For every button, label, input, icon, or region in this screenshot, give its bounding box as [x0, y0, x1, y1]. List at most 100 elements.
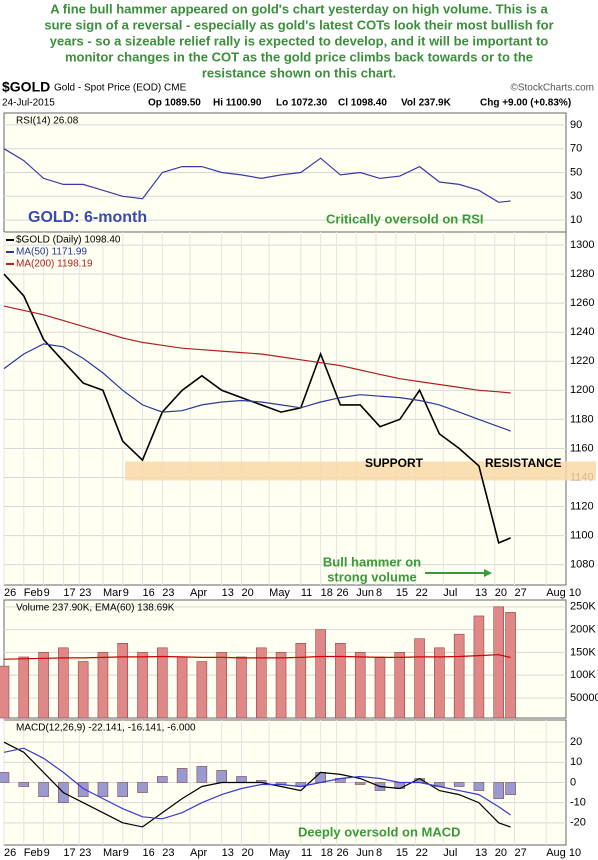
x-tick-label: Feb [24, 587, 43, 599]
bar [493, 606, 504, 719]
x-tick-label: 26 [4, 847, 16, 859]
bar [196, 661, 208, 719]
bar [434, 647, 445, 719]
legend-label: MA(200) 1198.19 [16, 259, 93, 270]
bar [176, 768, 188, 783]
y-tick-label: 250K [570, 601, 596, 613]
x-tick-label: 18 [321, 847, 333, 859]
y-tick-label: 10 [570, 756, 582, 768]
close: Cl 1098.40 [338, 98, 387, 109]
x-tick-label: 15 [396, 587, 408, 599]
y-tick-label: 1240 [570, 326, 594, 338]
bar [394, 652, 406, 719]
x-tick-label: May [269, 847, 290, 859]
y-tick-label: 20 [570, 736, 582, 748]
legend-label: MA(50) 1171.99 [16, 247, 87, 258]
x-tick-label: Jul [443, 587, 457, 599]
bar [77, 782, 89, 797]
x-tick-label: 13 [222, 847, 234, 859]
bar [137, 782, 148, 793]
y-tick-label: 50 [570, 166, 582, 178]
bar [374, 656, 386, 719]
line [3, 305, 511, 394]
annotation: GOLD: 6-month [28, 209, 147, 226]
y-tick-label: -20 [570, 817, 586, 829]
x-tick-label: Jul [443, 847, 457, 859]
bar [18, 782, 30, 787]
x-tick-label: May [269, 587, 290, 599]
x-tick-label: 17 [63, 847, 75, 859]
annotation: Bull hammer on [323, 554, 421, 569]
annotation: SUPPORT [365, 456, 424, 470]
line [3, 741, 511, 828]
bar [315, 772, 326, 783]
panel [3, 231, 567, 586]
bar [97, 782, 109, 797]
x-tick-label: 9 [44, 587, 50, 599]
x-tick-label: 27 [515, 587, 527, 599]
annotation: RESISTANCE [485, 456, 561, 470]
bar [295, 643, 307, 719]
panel-legend: MACD(12,26,9) -22.141, -16.141, -6.000 [16, 723, 196, 734]
y-tick-label: 1080 [570, 559, 594, 571]
y-tick-label: 1220 [570, 355, 594, 367]
y-tick-label: 150K [570, 646, 596, 658]
bar [315, 629, 326, 719]
bar [505, 782, 516, 795]
x-tick-label: 20 [495, 587, 507, 599]
y-tick-label: 90 [570, 119, 582, 131]
bar [117, 643, 128, 719]
x-tick-label: 23 [79, 587, 91, 599]
x-tick-label: 22 [416, 847, 428, 859]
y-tick-label: 0 [570, 776, 576, 788]
bar [97, 652, 109, 719]
bar [216, 770, 227, 783]
x-tick-label: 18 [321, 587, 333, 599]
x-tick-label: 8 [376, 847, 382, 859]
x-tick-label: 26 [4, 587, 16, 599]
x-tick-label: Jun [356, 847, 374, 859]
x-tick-label: 13 [475, 847, 487, 859]
intro-line: years - so a sizeable relief rally is ex… [50, 33, 549, 48]
x-tick-label: Feb [24, 847, 43, 859]
x-tick-label: 23 [79, 847, 91, 859]
x-tick-label: 26 [336, 847, 348, 859]
bar [256, 647, 267, 719]
bar [77, 661, 89, 719]
line [3, 343, 511, 432]
bar [473, 615, 485, 719]
x-tick-label: 9 [123, 847, 129, 859]
panel-legend: RSI(14) 26.08 [16, 116, 79, 127]
y-tick-label: 1280 [570, 268, 594, 280]
x-tick-label: 9 [123, 587, 129, 599]
bar [473, 782, 485, 791]
bar [157, 776, 168, 783]
bar [216, 652, 227, 719]
x-tick-label: 16 [143, 847, 155, 859]
x-tick-label: Jun [356, 587, 374, 599]
bar [0, 665, 10, 719]
panel-legend: Volume 237.90K, EMA(60) 138.69K [16, 603, 175, 614]
intro-line: sure sign of a reversal - especially as … [44, 17, 553, 32]
x-tick-label: 11 [301, 847, 312, 859]
bar [354, 652, 366, 719]
x-tick-label: 13 [222, 587, 234, 599]
bar [335, 643, 346, 719]
annotation: strong volume [327, 569, 417, 584]
y-tick-label: 1200 [570, 384, 594, 396]
bar [196, 766, 208, 783]
bar [236, 656, 247, 719]
line [3, 273, 511, 544]
y-tick-label: 50000 [570, 692, 598, 704]
y-tick-label: 1180 [570, 413, 594, 425]
x-tick-label: 27 [515, 847, 527, 859]
line [3, 747, 511, 820]
intro-line: monitor changes in the COT as the gold p… [65, 49, 533, 64]
instrument-name: Gold - Spot Price (EOD) CME [54, 83, 187, 94]
intro-line: resistance shown on this chart. [202, 65, 396, 80]
x-tick-label: 17 [63, 587, 75, 599]
date: 24-Jul-2015 [2, 98, 55, 109]
low: Lo 1072.30 [276, 98, 328, 109]
x-tick-label: 15 [396, 847, 408, 859]
